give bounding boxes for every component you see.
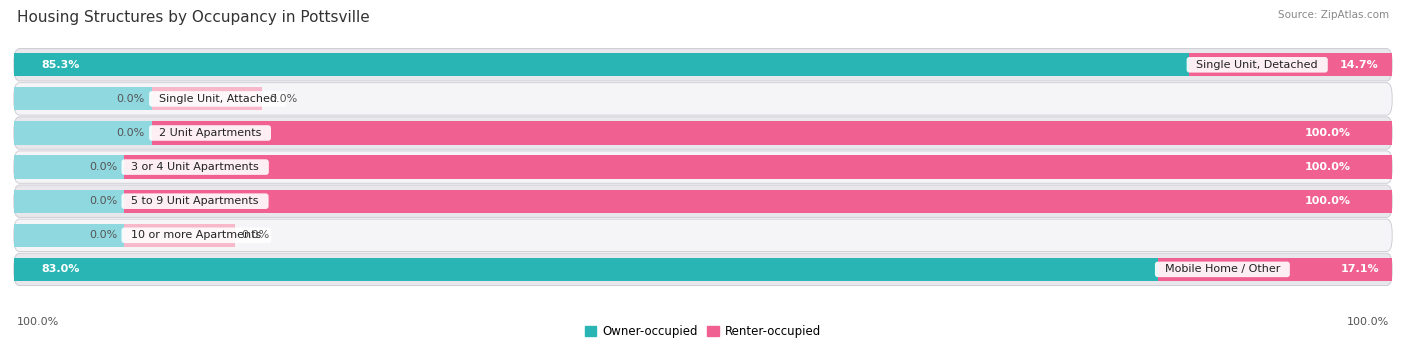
Text: 0.0%: 0.0% [117,128,145,138]
Text: 14.7%: 14.7% [1340,60,1378,70]
Bar [1157,258,1393,281]
Text: 100.0%: 100.0% [1305,128,1351,138]
Text: 100.0%: 100.0% [1305,162,1351,172]
FancyBboxPatch shape [14,83,1392,115]
FancyBboxPatch shape [14,117,1392,149]
Bar [14,224,124,247]
Text: Housing Structures by Occupancy in Pottsville: Housing Structures by Occupancy in Potts… [17,10,370,25]
Text: 0.0%: 0.0% [242,230,270,240]
Text: 0.0%: 0.0% [89,162,118,172]
Bar [14,258,1157,281]
Text: Single Unit, Attached: Single Unit, Attached [152,94,284,104]
Text: 0.0%: 0.0% [117,94,145,104]
Bar [152,121,1406,145]
Text: 100.0%: 100.0% [17,317,59,327]
Bar [124,224,235,247]
Bar [14,190,124,213]
Bar [14,121,152,145]
Text: 100.0%: 100.0% [1305,196,1351,206]
Text: Single Unit, Detached: Single Unit, Detached [1189,60,1324,70]
Bar [14,53,1189,76]
Text: 0.0%: 0.0% [89,230,118,240]
Bar [14,155,124,179]
Bar [124,190,1406,213]
Text: 83.0%: 83.0% [42,264,80,275]
Bar [152,87,262,110]
Text: 85.3%: 85.3% [42,60,80,70]
Text: Mobile Home / Other: Mobile Home / Other [1157,264,1286,275]
Text: 3 or 4 Unit Apartments: 3 or 4 Unit Apartments [124,162,266,172]
Text: 0.0%: 0.0% [89,196,118,206]
FancyBboxPatch shape [14,151,1392,183]
Legend: Owner-occupied, Renter-occupied: Owner-occupied, Renter-occupied [579,321,827,341]
FancyBboxPatch shape [14,185,1392,218]
Bar [124,155,1406,179]
Text: 2 Unit Apartments: 2 Unit Apartments [152,128,269,138]
Bar [14,87,152,110]
Text: Source: ZipAtlas.com: Source: ZipAtlas.com [1278,10,1389,20]
Bar [1189,53,1392,76]
FancyBboxPatch shape [14,49,1392,81]
Text: 100.0%: 100.0% [1347,317,1389,327]
FancyBboxPatch shape [14,253,1392,286]
Text: 17.1%: 17.1% [1341,264,1379,275]
FancyBboxPatch shape [14,219,1392,252]
Text: 5 to 9 Unit Apartments: 5 to 9 Unit Apartments [124,196,266,206]
Text: 0.0%: 0.0% [269,94,297,104]
Text: 10 or more Apartments: 10 or more Apartments [124,230,269,240]
